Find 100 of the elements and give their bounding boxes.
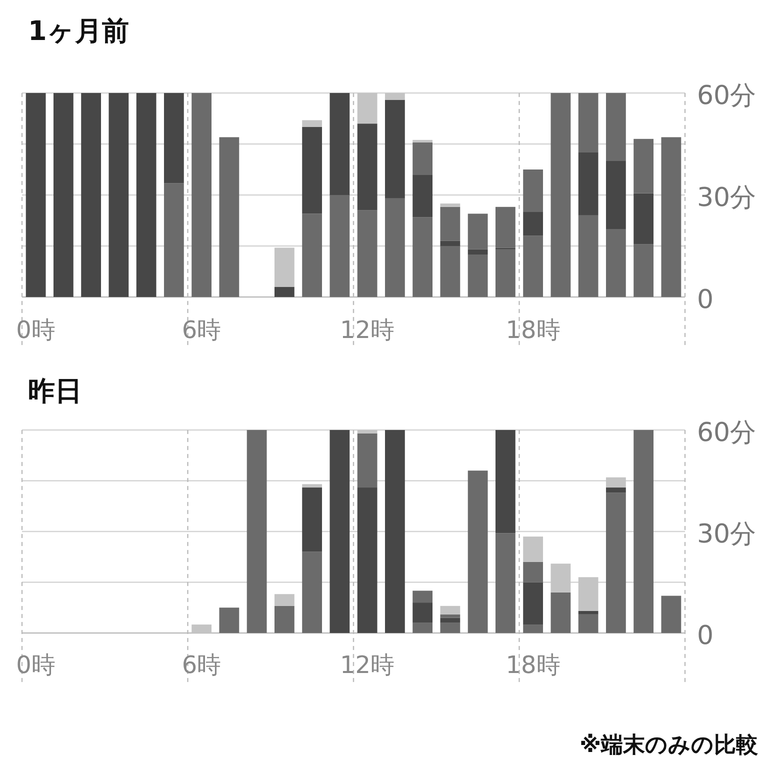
bar: [523, 624, 544, 633]
bar: [495, 533, 516, 633]
bar: [357, 433, 378, 488]
bar: [468, 254, 488, 297]
bar: [302, 214, 322, 297]
bar: [495, 249, 516, 297]
bar: [384, 93, 405, 100]
bar: [412, 602, 433, 623]
bar: [606, 161, 626, 229]
x-tick-label: 18時: [506, 316, 560, 344]
bar: [219, 608, 240, 633]
y-tick-label: 60分: [697, 81, 756, 111]
bar: [495, 206, 516, 248]
bar: [412, 142, 433, 175]
bar: [412, 590, 433, 603]
y-tick-label: 0: [697, 285, 714, 315]
bar: [440, 204, 460, 207]
bar: [440, 246, 460, 297]
bar: [384, 100, 405, 198]
bar: [606, 229, 626, 297]
bar: [357, 124, 378, 210]
bar: [661, 137, 682, 297]
bar: [523, 582, 544, 625]
bar: [495, 430, 516, 534]
bar: [523, 536, 544, 562]
bar: [634, 138, 654, 194]
text: ※端末のみの比較: [580, 733, 759, 758]
bar: [302, 488, 322, 552]
bar: [302, 120, 322, 127]
bar: [136, 93, 156, 297]
x-tick-label: 12時: [340, 651, 395, 679]
bar: [634, 244, 654, 297]
x-tick-label: 18時: [506, 651, 560, 679]
bar: [302, 127, 322, 214]
bar: [578, 93, 598, 152]
y-tick-label: 30分: [697, 183, 756, 213]
bar: [440, 240, 460, 246]
bar: [357, 93, 378, 124]
bar: [357, 430, 378, 434]
bar: [412, 622, 433, 633]
bar: [302, 484, 322, 488]
bar: [440, 206, 460, 241]
bar: [274, 248, 294, 287]
x-tick-label: 0時: [16, 651, 56, 679]
bar: [108, 93, 129, 297]
chart-title: 1ヶ月前: [28, 16, 129, 47]
bar: [523, 212, 544, 236]
x-tick-label: 12時: [340, 316, 395, 344]
bar: [384, 430, 405, 633]
bar: [468, 214, 488, 250]
bar: [164, 93, 184, 184]
bar: [274, 606, 294, 633]
bar: [274, 286, 294, 297]
bar: [330, 93, 350, 195]
bar: [164, 183, 184, 297]
bar: [192, 93, 212, 297]
bar: [606, 93, 626, 161]
x-tick-label: 6時: [182, 316, 222, 344]
bar: [523, 562, 544, 582]
bar: [606, 488, 626, 493]
bar: [274, 594, 294, 606]
bar: [634, 193, 654, 244]
bar: [246, 430, 267, 633]
bar: [302, 552, 322, 633]
bar: [578, 215, 598, 297]
bar: [523, 170, 544, 212]
y-tick-label: 60分: [697, 418, 756, 448]
bar: [523, 236, 544, 297]
bar: [440, 618, 460, 623]
bar: [550, 592, 571, 633]
chart-title: 昨日: [28, 376, 82, 407]
bar: [578, 152, 598, 216]
bar: [412, 140, 433, 142]
bar: [357, 210, 378, 297]
bar: [219, 137, 240, 297]
bar: [634, 430, 654, 633]
bar: [330, 195, 350, 297]
bar: [468, 249, 488, 254]
bar: [468, 470, 488, 633]
bar: [412, 217, 433, 297]
bar: [384, 198, 405, 297]
bar: [661, 596, 682, 633]
bar: [550, 564, 571, 592]
bar: [357, 488, 378, 633]
bar: [26, 93, 46, 297]
x-tick-label: 6時: [182, 651, 222, 679]
bar: [440, 614, 460, 618]
y-tick-label: 0: [697, 621, 714, 651]
bar: [578, 614, 598, 633]
bar: [53, 93, 74, 297]
y-tick-label: 30分: [697, 520, 756, 550]
bar: [550, 93, 571, 297]
bar: [440, 622, 460, 633]
bar: [578, 611, 598, 614]
bar: [81, 93, 102, 297]
bar: [606, 477, 626, 488]
bar: [578, 577, 598, 612]
bar: [606, 492, 626, 633]
bar: [330, 430, 350, 633]
bar: [440, 606, 460, 614]
